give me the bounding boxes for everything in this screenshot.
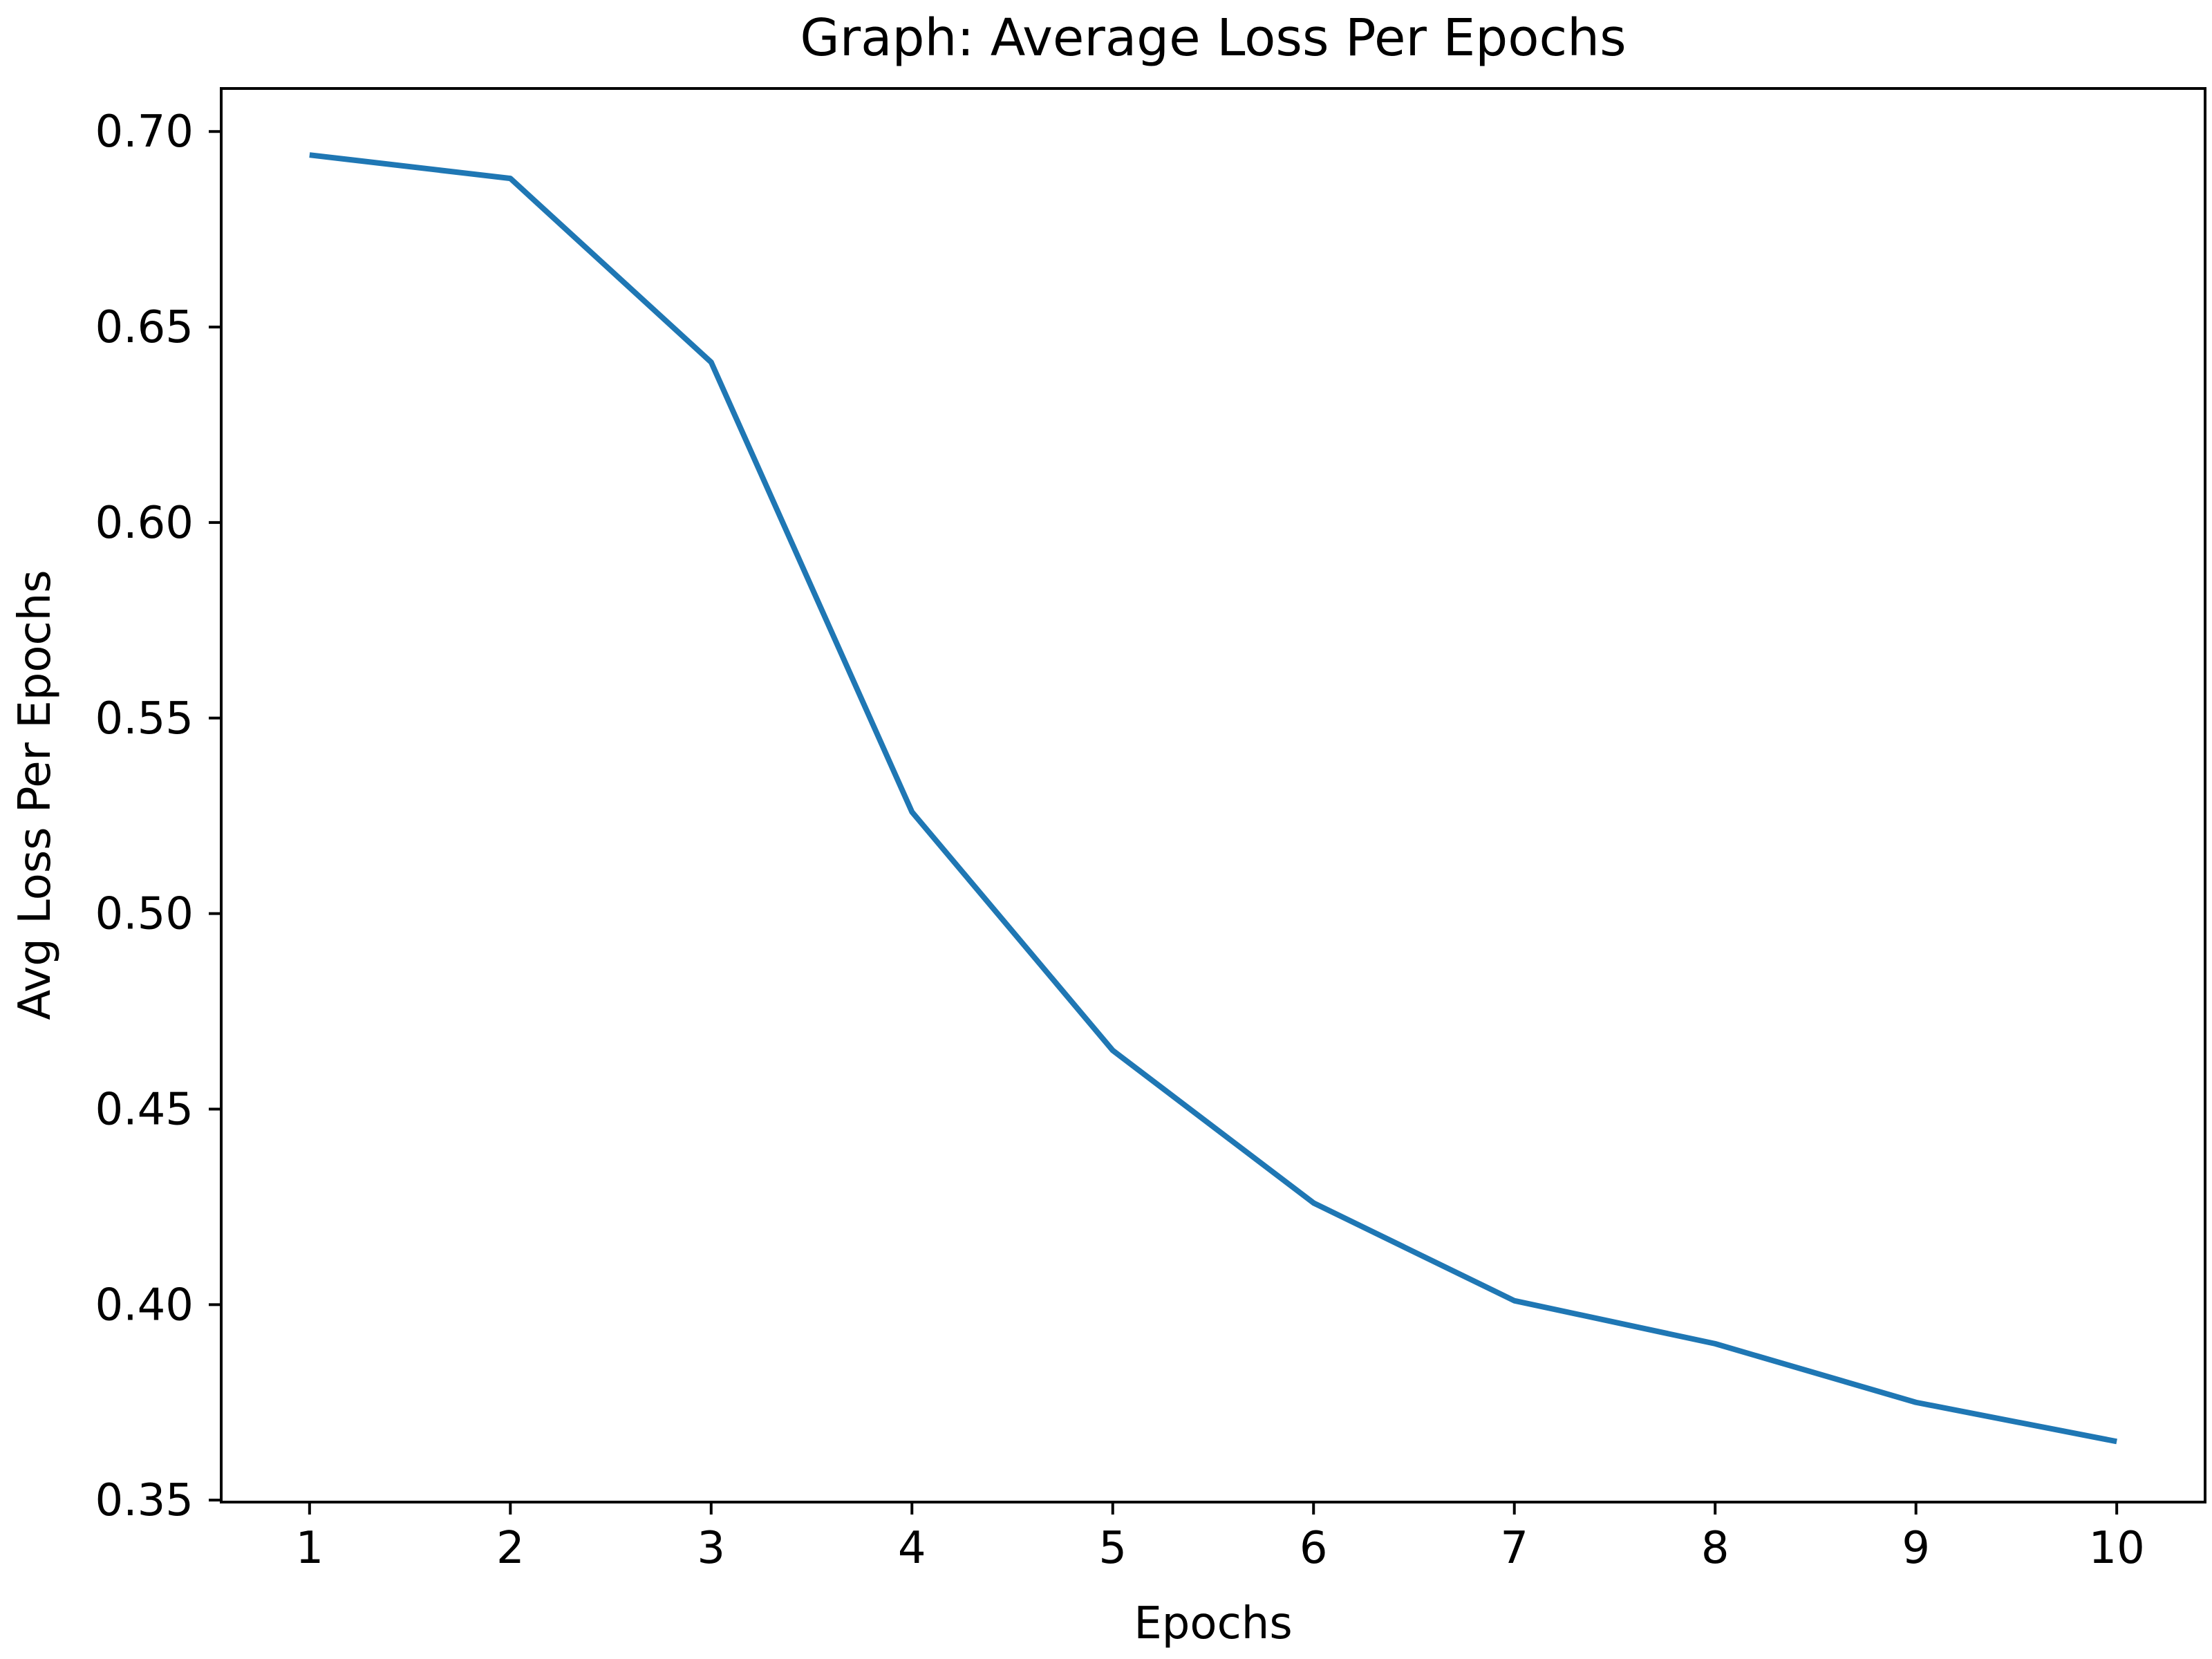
- x-tick-label: 6: [1300, 1523, 1328, 1574]
- y-tick-label: 0.70: [95, 106, 194, 158]
- x-tick-label: 10: [2088, 1523, 2144, 1574]
- y-tick-label: 0.65: [95, 302, 194, 353]
- y-tick-label: 0.35: [95, 1475, 194, 1526]
- x-tick-label: 9: [1902, 1523, 1930, 1574]
- series-line: [309, 152, 2117, 1445]
- chart-title: Graph: Average Loss Per Epochs: [800, 8, 1626, 68]
- series-layer: [309, 152, 2117, 1445]
- x-tick-label: 4: [898, 1523, 926, 1574]
- x-tick-label: 3: [697, 1523, 725, 1574]
- x-tick-label: 1: [295, 1523, 324, 1574]
- y-tick-label: 0.55: [95, 693, 194, 744]
- x-axis-label: Epochs: [1134, 1598, 1292, 1649]
- y-tick-label: 0.45: [95, 1084, 194, 1135]
- x-tick-label: 5: [1098, 1523, 1127, 1574]
- y-axis-ticks: 0.35 0.40 0.45 0.50 0.55 0.60 0.65 0.70: [95, 106, 221, 1526]
- y-tick-label: 0.50: [95, 889, 194, 940]
- y-axis-label: Avg Loss Per Epochs: [10, 570, 61, 1020]
- x-tick-label: 7: [1500, 1523, 1528, 1574]
- y-tick-label: 0.40: [95, 1280, 194, 1331]
- x-axis-ticks: 1 2 3 4 5 6 7 8 9 10: [295, 1502, 2145, 1574]
- x-tick-label: 8: [1701, 1523, 1730, 1574]
- plot-area-frame: [220, 87, 2206, 1503]
- x-tick-label: 2: [496, 1523, 525, 1574]
- y-tick-label: 0.60: [95, 498, 194, 549]
